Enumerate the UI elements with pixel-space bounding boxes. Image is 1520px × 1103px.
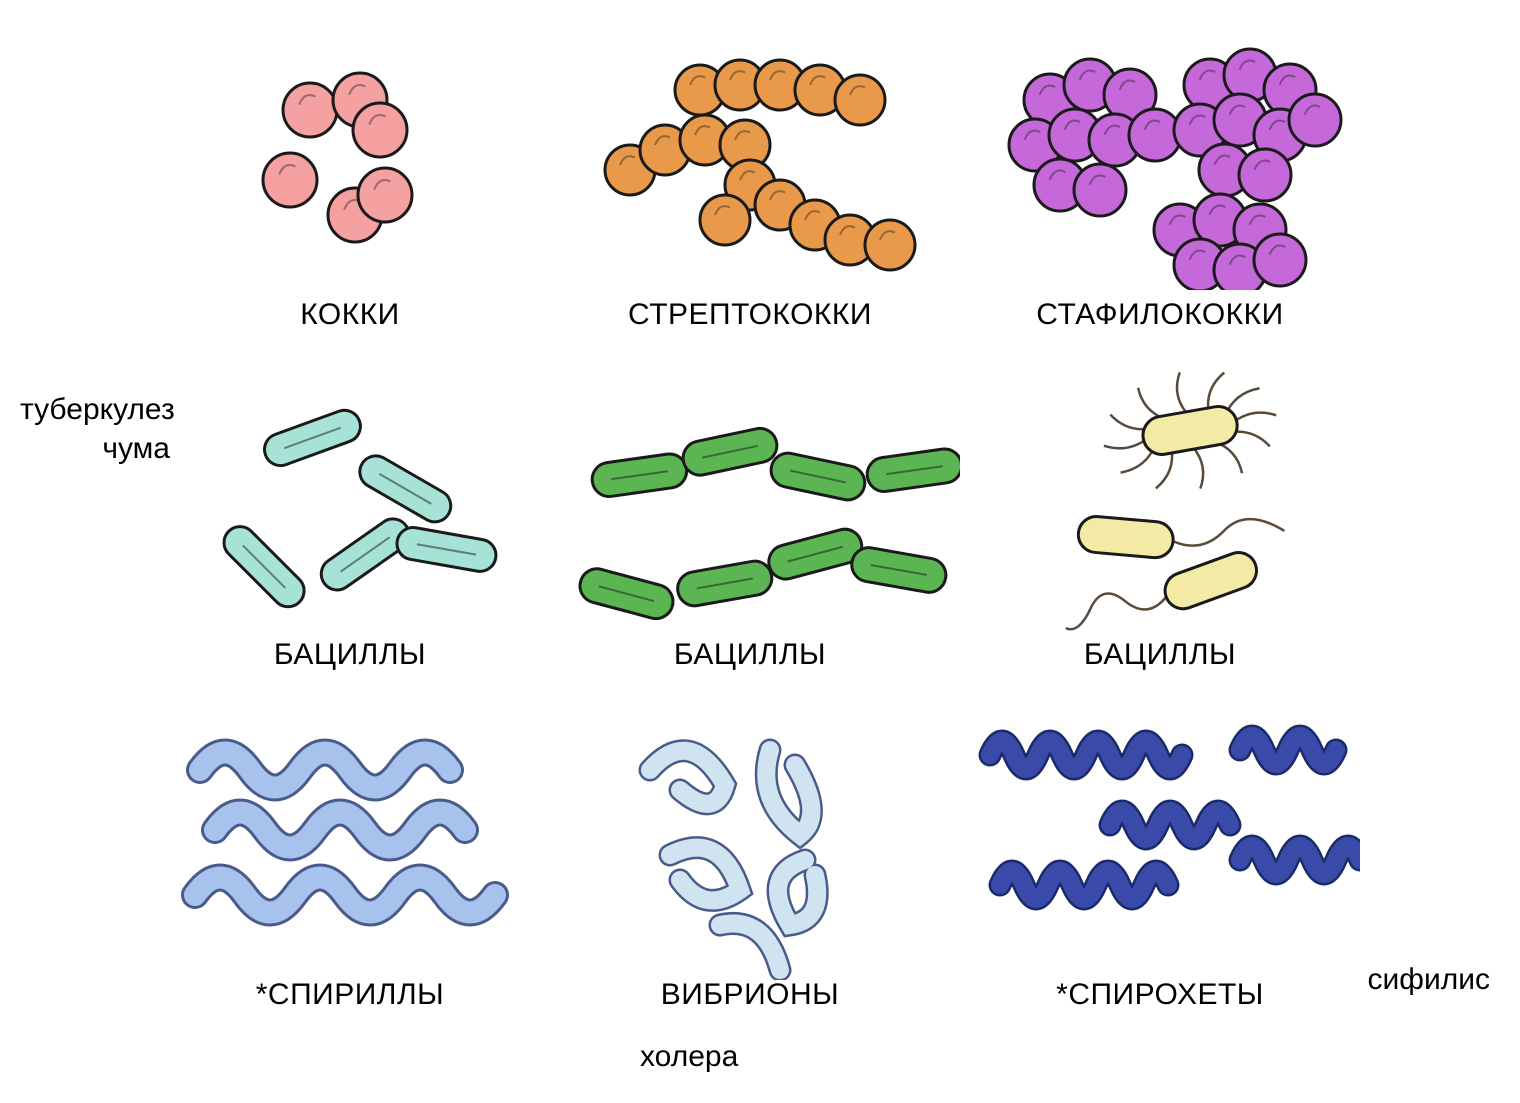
cell-strepto: СТРЕПТОКОККИ xyxy=(540,30,960,370)
bacilli1-label: БАЦИЛЛЫ xyxy=(274,638,426,672)
bacteria-grid: КОККИ СТРЕПТОКОККИ СТАФИЛОКОККИ БАЦИЛЛЫ xyxy=(160,30,1360,1050)
spirochetes-svg xyxy=(960,710,1360,970)
note-syphilis: сифилис xyxy=(1368,960,1490,999)
bacilli2-image xyxy=(540,370,960,630)
strepto-image xyxy=(540,30,960,290)
bacilli3-label: БАЦИЛЛЫ xyxy=(1084,638,1236,672)
bacilli1-image xyxy=(160,370,540,630)
note-tuberculosis-plague: туберкулез чума xyxy=(20,390,170,468)
spirilla-svg xyxy=(160,710,540,970)
vibrio-image xyxy=(540,710,960,970)
cell-bacilli1: БАЦИЛЛЫ xyxy=(160,370,540,710)
vibrio-svg xyxy=(570,700,930,980)
cell-spirilla: *СПИРИЛЛЫ xyxy=(160,710,540,1050)
note-tuberculosis: туберкулез xyxy=(20,390,170,429)
note-plague: чума xyxy=(20,429,170,468)
bacilli3-svg xyxy=(960,360,1360,640)
spirilla-image xyxy=(160,710,540,970)
bacilli2-svg xyxy=(540,370,960,630)
spirochetes-label: *СПИРОХЕТЫ xyxy=(1056,978,1264,1012)
spirochetes-image xyxy=(960,710,1360,970)
staphylo-label: СТАФИЛОКОККИ xyxy=(1036,298,1283,332)
strepto-svg xyxy=(550,30,950,290)
vibrio-label: ВИБРИОНЫ xyxy=(661,978,839,1012)
spirilla-label: *СПИРИЛЛЫ xyxy=(256,978,444,1012)
cocci-label: КОККИ xyxy=(300,298,400,332)
staphylo-svg xyxy=(960,30,1360,290)
note-cholera: холера xyxy=(640,1040,738,1074)
cell-bacilli3: БАЦИЛЛЫ xyxy=(960,370,1360,710)
cell-spirochetes: *СПИРОХЕТЫ xyxy=(960,710,1360,1050)
cocci-image xyxy=(160,30,540,290)
staphylo-image xyxy=(960,30,1360,290)
cell-cocci: КОККИ xyxy=(160,30,540,370)
bacilli3-image xyxy=(960,370,1360,630)
cell-bacilli2: БАЦИЛЛЫ xyxy=(540,370,960,710)
bacilli2-label: БАЦИЛЛЫ xyxy=(674,638,826,672)
cocci-svg xyxy=(180,30,520,290)
cell-staphylo: СТАФИЛОКОККИ xyxy=(960,30,1360,370)
strepto-label: СТРЕПТОКОККИ xyxy=(628,298,872,332)
bacilli1-svg xyxy=(170,370,530,630)
cell-vibrio: ВИБРИОНЫ xyxy=(540,710,960,1050)
